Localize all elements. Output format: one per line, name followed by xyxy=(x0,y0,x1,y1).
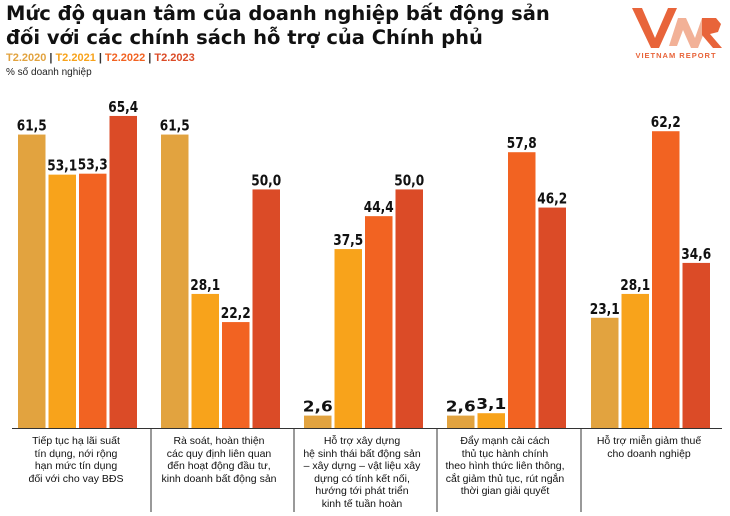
category-label: Hỗ trợ miễn giảm thuế cho doanh nghiệp xyxy=(580,435,718,460)
bar xyxy=(682,262,710,428)
category-label-line: Hỗ trợ miễn giảm thuế xyxy=(596,435,702,447)
legend: T2.2020 | T2.2021 | T2.2022 | T2.2023 xyxy=(6,52,195,64)
category-label-line: các quy định liên quan xyxy=(166,447,272,460)
bar xyxy=(48,174,76,428)
data-label: 62,2 xyxy=(651,113,681,131)
bar xyxy=(304,415,332,428)
category-label-line: tín dụng, nới rộng xyxy=(34,447,118,460)
data-label: 28,1 xyxy=(190,276,220,294)
bar xyxy=(621,293,649,428)
bar xyxy=(334,249,362,428)
data-label: 2,6 xyxy=(303,398,333,416)
chart-title: Mức độ quan tâm của doanh nghiệp bất độn… xyxy=(6,2,566,50)
unit-label: % số doanh nghiệp xyxy=(6,67,92,78)
data-label: 46,2 xyxy=(537,190,567,208)
category-label-line: thủ tục hành chính xyxy=(461,447,549,460)
category-label-line: Tiếp tục hạ lãi suất xyxy=(32,435,120,447)
data-label: 53,3 xyxy=(78,156,108,174)
category-label-line: cắt giảm thủ tục, rút ngắn xyxy=(445,472,565,485)
bar xyxy=(365,216,393,428)
category-label-line: Rà soát, hoàn thiện xyxy=(173,435,265,447)
bar xyxy=(591,317,619,428)
legend-item-2021: T2.2021 xyxy=(55,52,96,64)
data-label: 61,5 xyxy=(17,117,47,135)
category-label-line: đến hoạt động đầu tư, xyxy=(167,460,271,472)
category-label-line: cho doanh nghiệp xyxy=(607,447,691,460)
legend-item-2022: T2.2022 xyxy=(104,52,146,64)
bar xyxy=(395,189,423,428)
bar xyxy=(538,207,566,428)
legend-item-2023: T2.2023 xyxy=(154,52,195,64)
bar xyxy=(18,134,46,429)
legend-separator: | xyxy=(98,52,102,64)
category-label-line: hạn mức tín dụng xyxy=(34,460,118,472)
category-label: Đẩy mạnh cải cách thủ tục hành chính theo … xyxy=(436,435,574,498)
data-label: 23,1 xyxy=(590,300,620,318)
category-label: Hỗ trợ xây dựng hệ sinh thái bất động sản… xyxy=(293,435,431,510)
category-label-line: Đẩy mạnh cải cách xyxy=(460,435,550,447)
data-label: 61,5 xyxy=(160,117,190,135)
bar xyxy=(508,152,536,428)
category-label-line: kinh doanh bất động sản xyxy=(161,472,277,485)
legend-separator: | xyxy=(49,52,53,64)
chart-title-line-2: đối với các chính sách hỗ trợ của Chính … xyxy=(6,26,483,49)
category-label-line: đối với cho vay BĐS xyxy=(28,472,124,485)
data-label: 22,2 xyxy=(221,304,251,322)
category-label-line: – xây dựng – vật liệu xây xyxy=(303,460,421,472)
legend-item-2020: T2.2020 xyxy=(6,52,47,64)
bar xyxy=(191,293,219,428)
data-label: 3,1 xyxy=(476,395,506,413)
data-label: 57,8 xyxy=(507,134,537,152)
data-label: 2,6 xyxy=(446,398,476,416)
bar xyxy=(652,131,680,428)
category-label-line: hướng tới phát triển xyxy=(315,485,409,497)
bar xyxy=(477,413,505,428)
bar xyxy=(222,322,250,428)
data-label: 53,1 xyxy=(47,157,77,175)
category-label-line: thời gian giải quyết xyxy=(460,485,550,497)
bar xyxy=(252,189,280,428)
category-label-line: theo hình thức liên thông, xyxy=(445,460,565,472)
bar xyxy=(79,173,107,428)
logo-text: VIETNAM REPORT xyxy=(635,51,717,60)
data-label: 44,4 xyxy=(364,198,394,216)
data-label: 65,4 xyxy=(108,98,138,116)
vnr-logo xyxy=(632,8,722,48)
data-label: 37,5 xyxy=(333,231,363,249)
category-label: Rà soát, hoàn thiện các quy định liên qua… xyxy=(150,435,288,485)
chart-title-line-1: Mức độ quan tâm của doanh nghiệp bất độn… xyxy=(6,2,550,25)
category-label-line: hệ sinh thái bất động sản xyxy=(303,447,421,460)
vnr-logo-mark-icon xyxy=(632,8,722,48)
data-label: 28,1 xyxy=(620,276,650,294)
category-label-line: Hỗ trợ xây dựng xyxy=(323,435,401,447)
data-label: 50,0 xyxy=(394,171,424,189)
category-label: Tiếp tục hạ lãi suất tín dụng, nới rộng hạ… xyxy=(7,435,145,485)
bar xyxy=(109,115,137,428)
bar xyxy=(161,134,189,429)
bar xyxy=(447,415,475,428)
category-label-line: kinh tế tuần hoàn xyxy=(321,497,403,510)
data-label: 50,0 xyxy=(251,171,281,189)
data-label: 34,6 xyxy=(681,245,711,263)
legend-separator: | xyxy=(148,52,152,64)
category-label-line: dựng có tính kết nối, xyxy=(314,472,410,485)
